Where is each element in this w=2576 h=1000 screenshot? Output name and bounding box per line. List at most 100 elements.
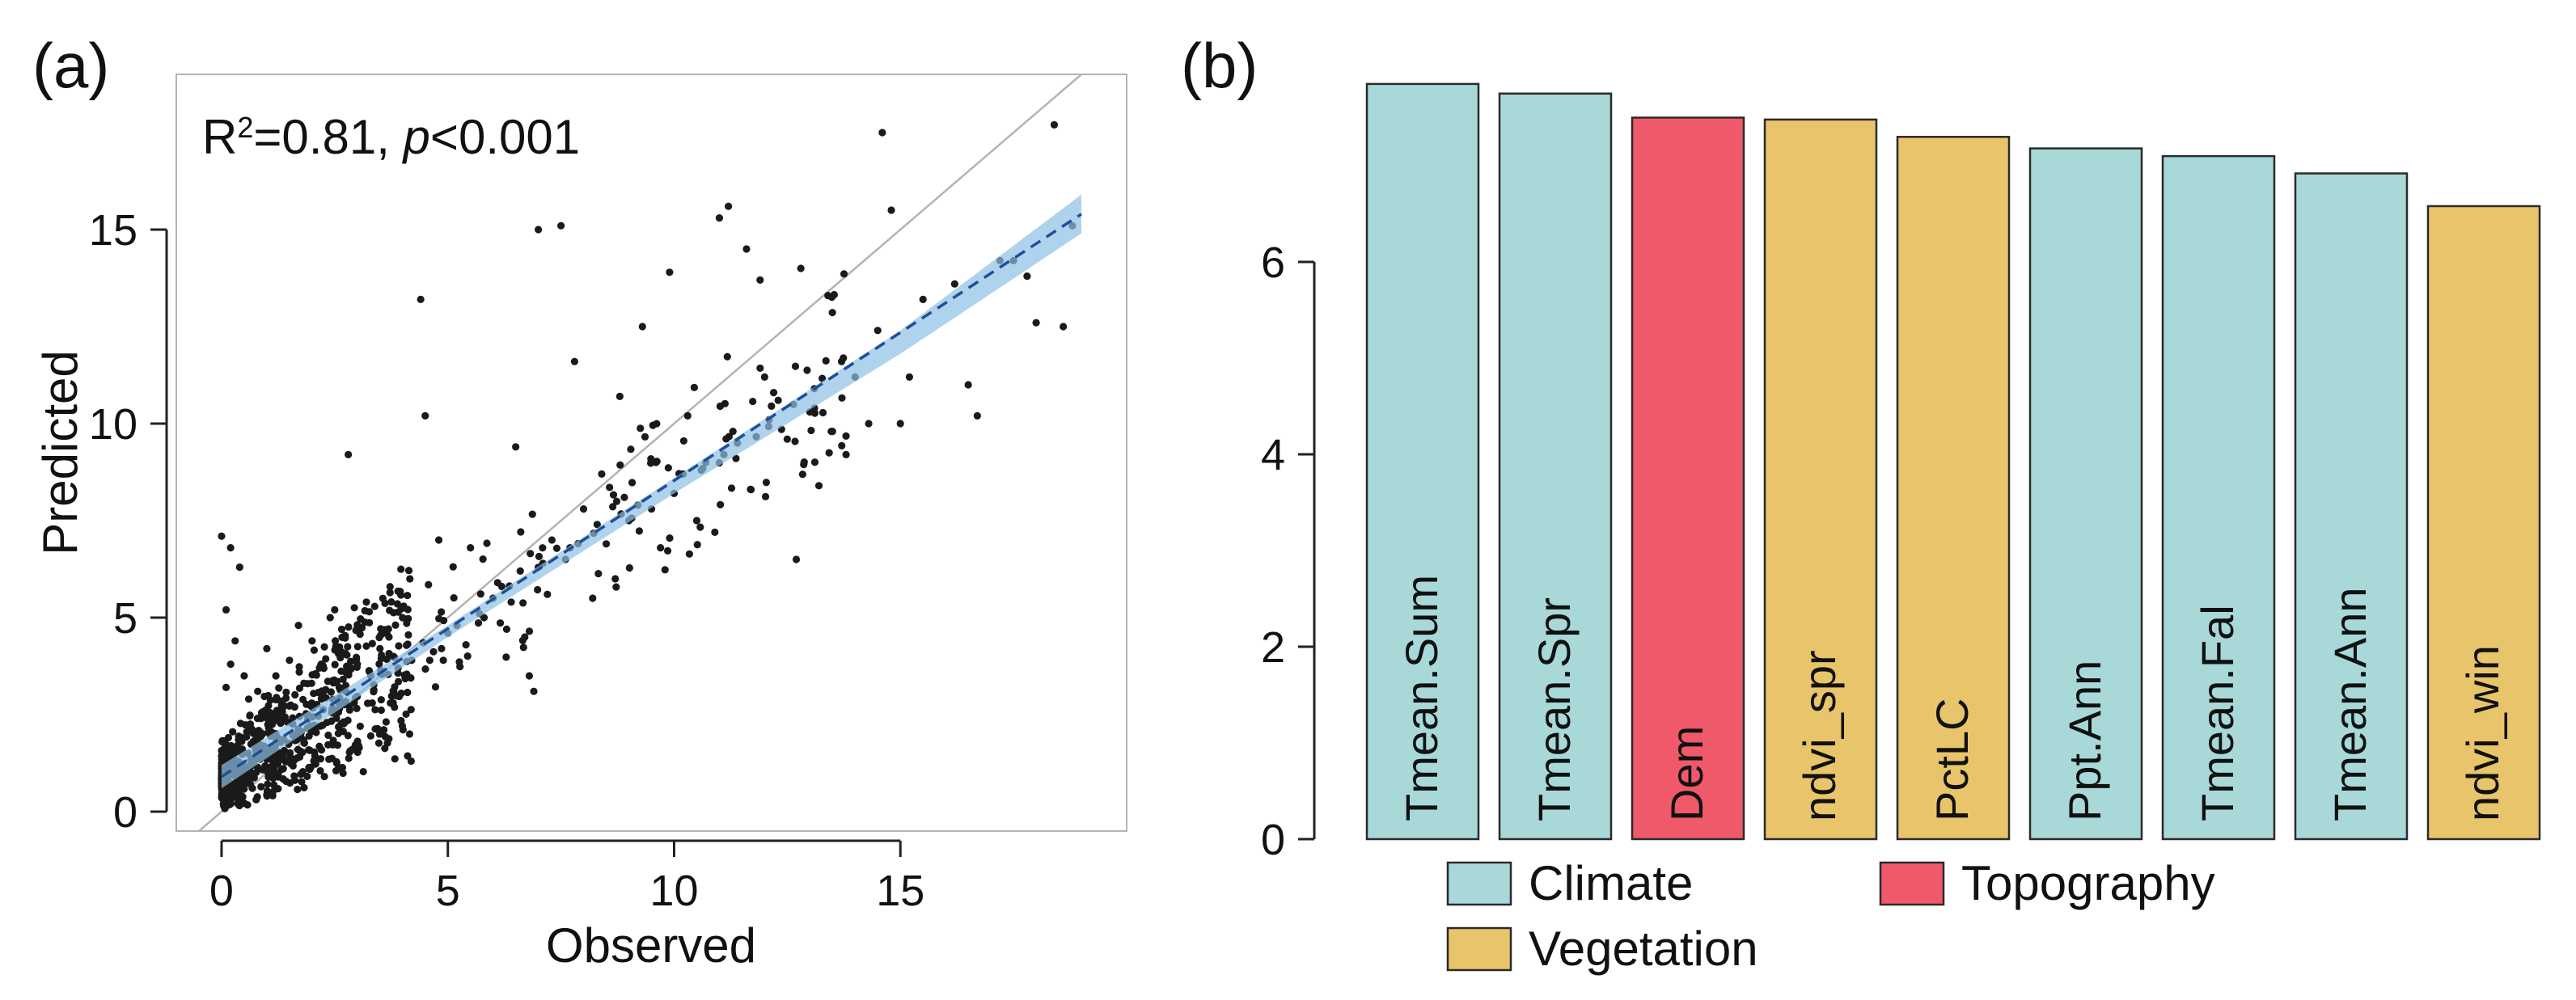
scatter-point xyxy=(449,563,457,571)
bar-y-ticks: 0 2 4 6 xyxy=(1261,238,1314,864)
legend-label-topography: Topography xyxy=(1961,856,2215,910)
scatter-point xyxy=(362,598,370,606)
scatter-point xyxy=(406,575,414,583)
bar-Tmean.Ann xyxy=(2294,172,2409,841)
scatter-point xyxy=(345,450,353,459)
scatter-point xyxy=(727,484,736,492)
scatter-point xyxy=(300,679,308,687)
scatter-point xyxy=(345,754,353,762)
scatter-points xyxy=(218,120,1077,812)
scatter-point xyxy=(649,421,657,429)
scatter-point xyxy=(664,464,672,472)
scatter-point xyxy=(386,589,394,597)
scatter-point xyxy=(729,428,737,436)
scatter-y-axis-title: Predicted xyxy=(33,350,87,555)
scatter-point xyxy=(324,731,332,740)
scatter-point xyxy=(240,672,248,680)
scatter-point xyxy=(303,772,311,781)
scatter-point xyxy=(286,656,294,665)
scatter-point xyxy=(374,739,383,747)
scatter-point xyxy=(383,655,391,664)
scatter-point xyxy=(598,470,606,479)
scatter-point xyxy=(356,630,364,639)
scatter-point xyxy=(345,749,353,757)
scatter-point xyxy=(905,373,914,381)
scatter-point xyxy=(407,673,415,682)
bar-Dem xyxy=(1631,116,1745,841)
scatter-point xyxy=(316,755,325,763)
scatter-point xyxy=(353,643,362,651)
scatter-point xyxy=(556,222,565,230)
scatter-point xyxy=(222,683,231,692)
r-squared-value: =0.81, xyxy=(253,110,403,164)
r-squared-annotation: R2=0.81, p<0.001 xyxy=(202,110,580,164)
scatter-point xyxy=(310,757,318,765)
scatter-point xyxy=(368,639,376,648)
scatter-point xyxy=(274,773,282,781)
scatter-point xyxy=(331,637,340,645)
scatter-point xyxy=(594,569,603,578)
scatter-point xyxy=(289,714,297,722)
scatter-point xyxy=(366,732,374,740)
scatter-point xyxy=(840,354,848,362)
scatter-point xyxy=(1023,272,1031,281)
scatter-point xyxy=(749,397,757,406)
scatter-point xyxy=(248,784,256,792)
scatter-point xyxy=(343,651,351,659)
scatter-point xyxy=(756,276,764,284)
scatter-point xyxy=(725,202,733,210)
scatter-point xyxy=(425,580,433,589)
scatter-point xyxy=(368,698,376,707)
scatter-point xyxy=(683,411,692,420)
scatter-point xyxy=(593,521,601,529)
scatter-point xyxy=(756,364,764,373)
bar-ndvi_win xyxy=(2426,205,2541,841)
scatter-point xyxy=(887,206,895,214)
scatter-point xyxy=(385,649,393,658)
scatter-point xyxy=(231,637,239,645)
scatter-point xyxy=(425,656,434,665)
scatter-point xyxy=(747,485,755,493)
scatter-point xyxy=(696,523,704,531)
scatter-point xyxy=(762,479,771,487)
scatter-point xyxy=(353,663,361,671)
scatter-point xyxy=(637,424,645,432)
scatter-point xyxy=(378,651,386,660)
scatter-point xyxy=(827,428,835,436)
scatter-point xyxy=(375,730,384,738)
scatter-point xyxy=(502,625,511,634)
scatter-point xyxy=(666,268,674,276)
scatter-point xyxy=(711,528,719,537)
scatter-point xyxy=(615,392,624,400)
x-tick-label: 0 xyxy=(209,867,234,915)
bar-label: Tmean.Sum xyxy=(1396,575,1447,821)
scatter-point xyxy=(467,544,475,552)
scatter-point xyxy=(282,777,290,786)
scatter-point xyxy=(476,590,484,598)
scatter-point xyxy=(328,754,336,762)
scatter-point xyxy=(273,707,281,715)
x-tick-label: 10 xyxy=(649,867,698,915)
scatter-point xyxy=(548,536,556,544)
bar-label: Ppt.Ann xyxy=(2059,660,2110,821)
scatter-point xyxy=(375,660,383,668)
scatter-point xyxy=(329,679,337,687)
scatter-point xyxy=(512,443,520,451)
scatter-point xyxy=(791,437,799,445)
p-value-symbol: p xyxy=(402,110,430,164)
scatter-point xyxy=(647,455,655,463)
scatter-point xyxy=(628,479,637,487)
scatter-x-ticks: 0 5 10 15 xyxy=(209,841,924,915)
scatter-point xyxy=(401,674,409,683)
scatter-point xyxy=(220,787,228,795)
scatter-point xyxy=(287,760,295,768)
scatter-point xyxy=(919,295,927,303)
scatter-point xyxy=(783,435,791,443)
scatter-point xyxy=(320,772,328,781)
scatter-point xyxy=(290,772,298,780)
scatter-point xyxy=(322,686,330,694)
scatter-point xyxy=(361,618,369,627)
scatter-point xyxy=(552,544,561,552)
scatter-point xyxy=(838,394,846,402)
